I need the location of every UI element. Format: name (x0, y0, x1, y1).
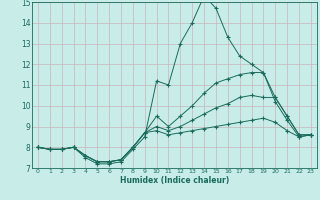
X-axis label: Humidex (Indice chaleur): Humidex (Indice chaleur) (120, 176, 229, 185)
